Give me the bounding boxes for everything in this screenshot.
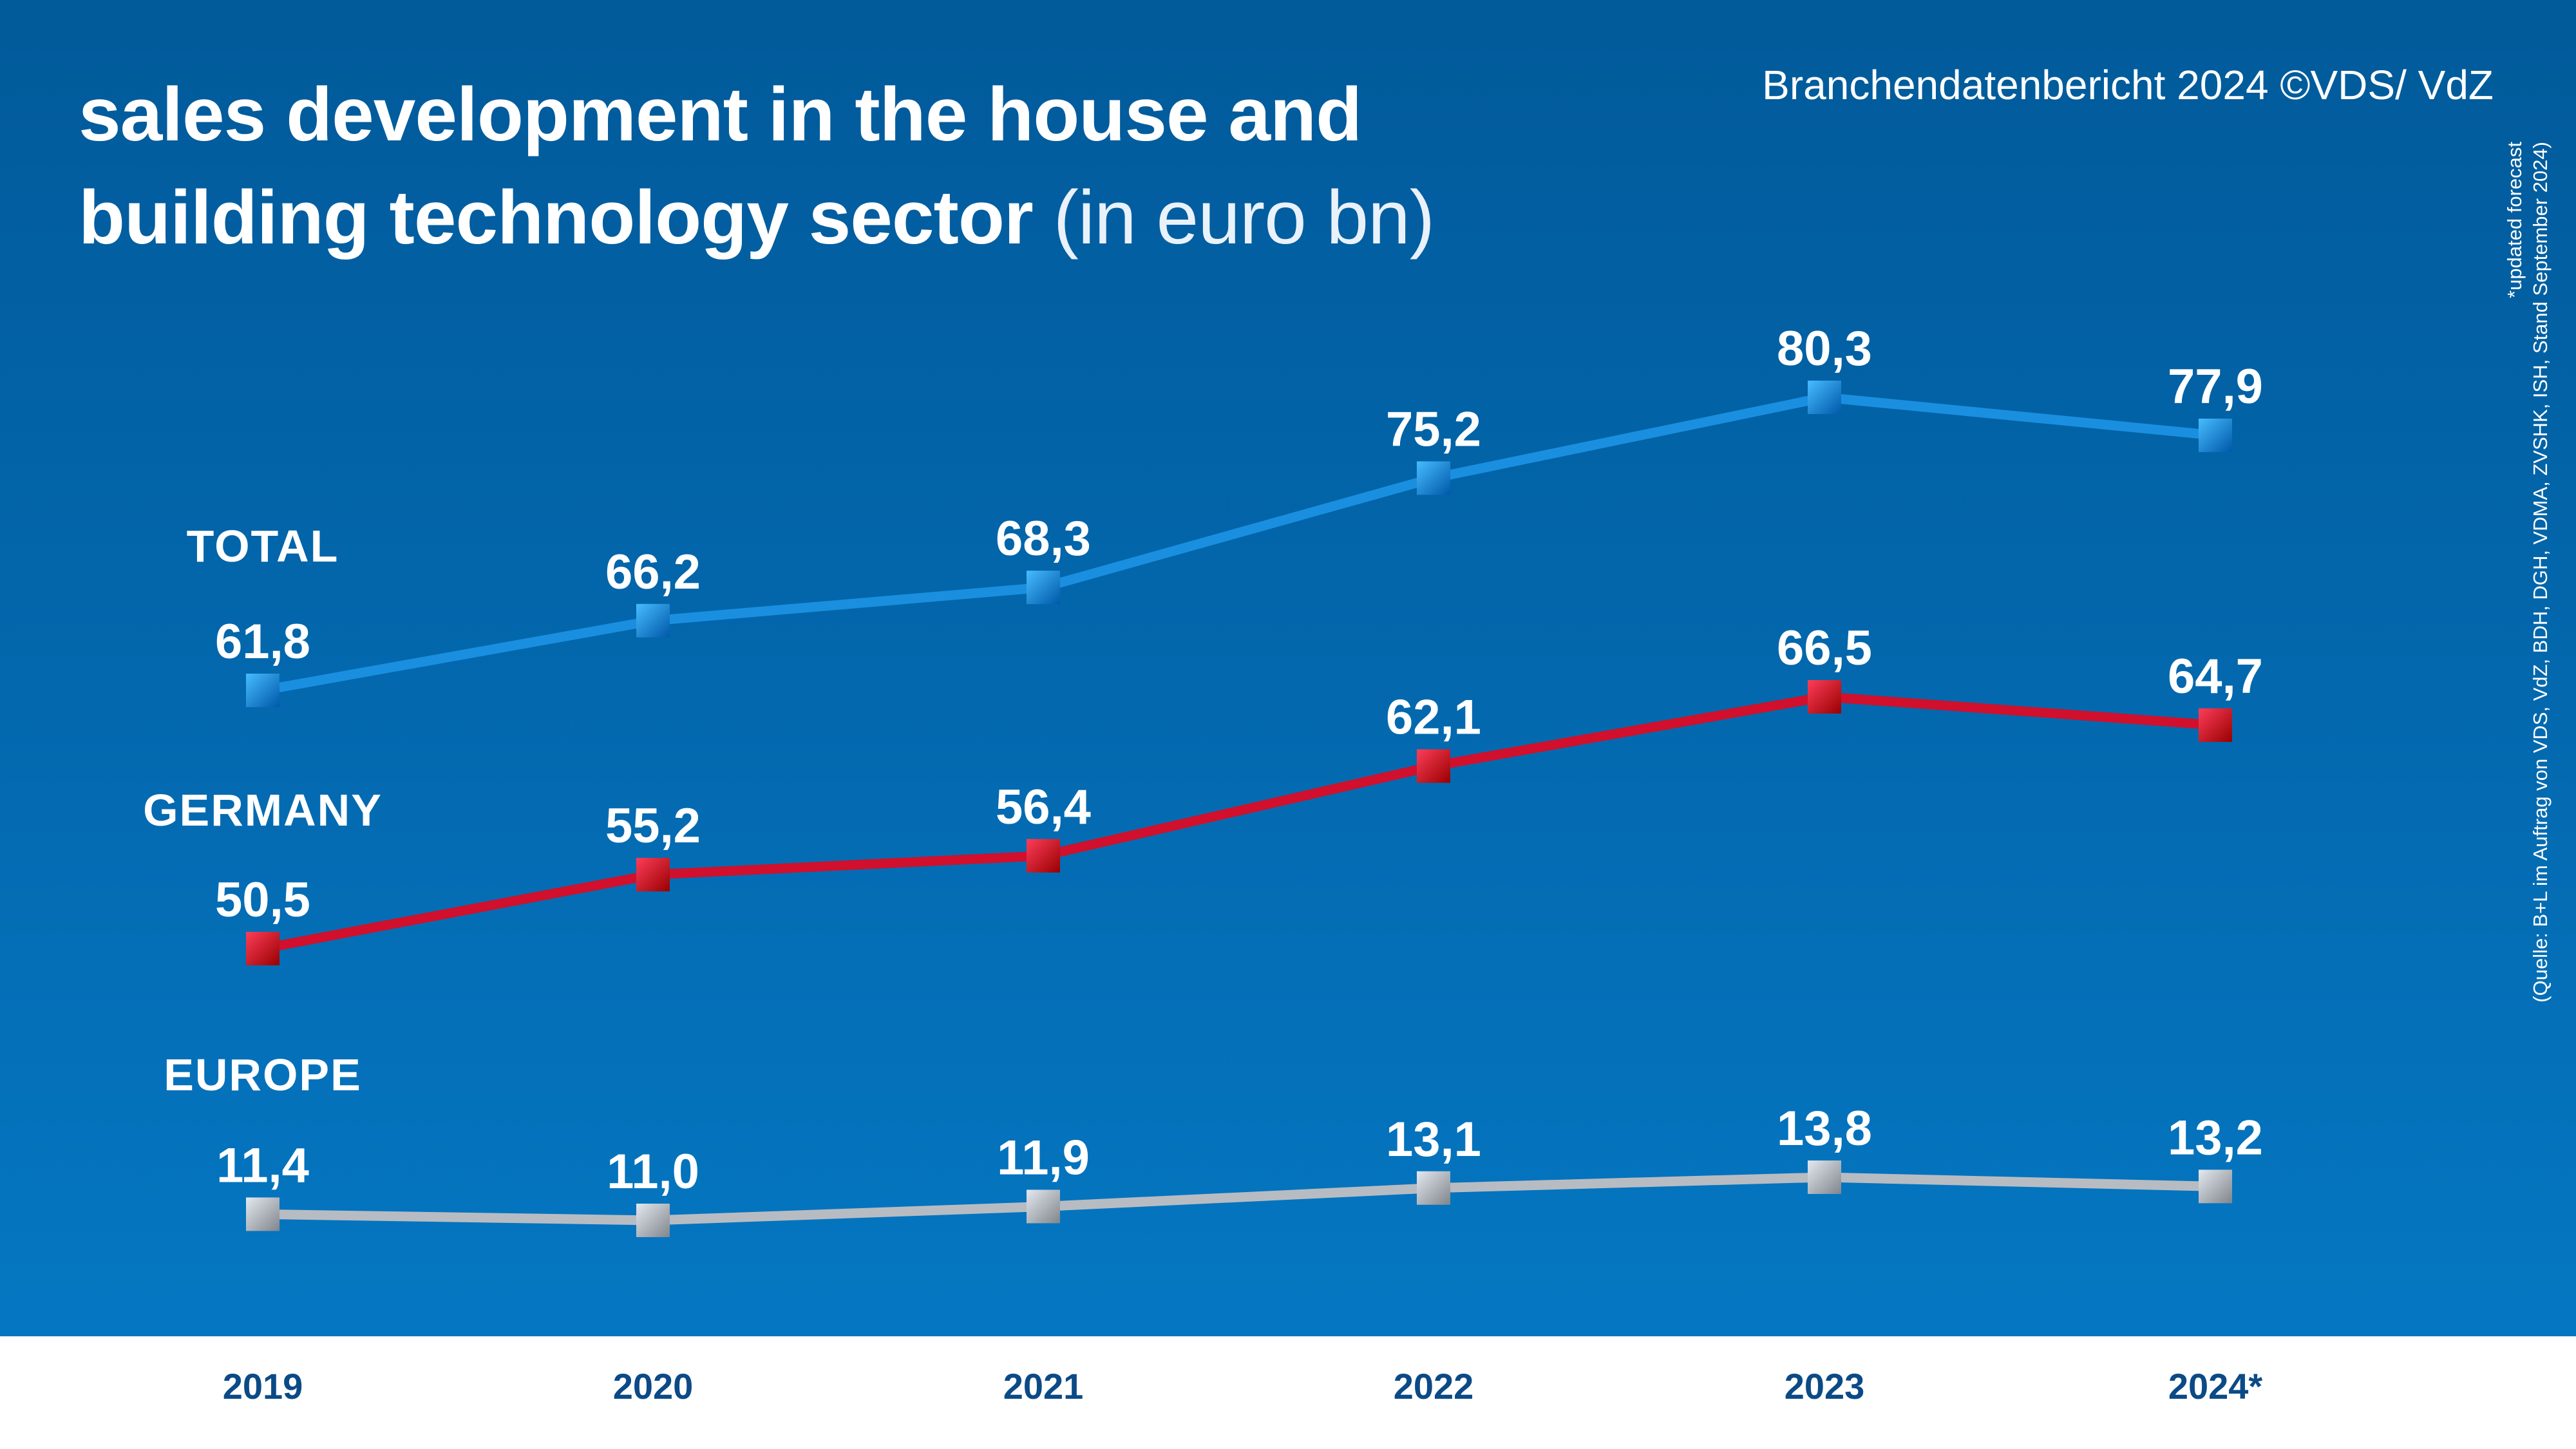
chart-title-text-2: building technology sector [79,175,1034,260]
series-line-germany [258,692,2221,954]
data-point-europe-2022 [1417,1171,1450,1205]
data-label-europe-2021: 11,9 [997,1130,1090,1185]
chart-title-text-1: sales development in the house and [79,72,1362,157]
data-label-total-2024: 77,9 [2168,359,2263,414]
data-point-total-2023 [1808,381,1841,414]
data-point-germany-2022 [1417,749,1450,783]
data-point-germany-2024 [2199,708,2232,742]
data-point-total-2021 [1027,571,1060,605]
report-credit: Branchendatenbericht 2024 ©VDS/ VdZ [1762,62,2494,108]
x-tick-label-2023: 2023 [1785,1366,1865,1406]
data-point-europe-2023 [1808,1160,1841,1194]
x-tick-label-2021: 2021 [1003,1366,1084,1406]
series-label-europe: EUROPE [164,1050,362,1100]
series-line-europe [258,1172,2221,1226]
chart-title-line-1: sales development in the house and [79,70,1362,160]
data-point-total-2022 [1417,461,1450,495]
chart-background-panel [0,0,2576,1336]
chart-unit-label: (in euro bn) [1053,175,1435,260]
data-label-germany-2022: 62,1 [1386,690,1481,745]
series-label-total: TOTAL [187,521,339,571]
data-label-total-2023: 80,3 [1777,321,1872,376]
series-line-total [258,392,2221,696]
data-label-total-2020: 66,2 [605,545,701,600]
data-point-germany-2023 [1808,680,1841,714]
data-label-europe-2019: 11,4 [216,1138,309,1193]
data-label-total-2019: 61,8 [215,614,310,669]
x-tick-label-2022: 2022 [1394,1366,1474,1406]
data-label-germany-2021: 56,4 [996,780,1091,835]
data-point-europe-2020 [636,1204,670,1237]
series-label-germany: GERMANY [143,785,383,835]
data-label-germany-2019: 50,5 [215,873,310,927]
x-tick-label-2019: 2019 [223,1366,303,1406]
x-tick-label-2020: 2020 [613,1366,694,1406]
data-point-total-2024 [2199,419,2232,453]
data-label-germany-2020: 55,2 [605,799,701,853]
data-point-germany-2019 [246,932,279,965]
data-label-total-2021: 68,3 [996,511,1091,566]
data-point-germany-2021 [1027,838,1060,873]
data-label-total-2022: 75,2 [1386,402,1481,457]
data-point-europe-2019 [246,1197,279,1231]
chart-title-line-2: building technology sector (in euro bn) [79,173,1435,263]
data-label-europe-2022: 13,1 [1386,1112,1481,1167]
data-point-germany-2020 [636,858,670,892]
data-label-europe-2020: 11,0 [607,1144,699,1199]
data-label-europe-2024: 13,2 [2168,1110,2263,1165]
data-point-total-2019 [246,674,279,707]
x-tick-label-2024: 2024* [2168,1366,2263,1406]
data-label-europe-2023: 13,8 [1777,1101,1872,1156]
data-label-germany-2023: 66,5 [1777,621,1872,676]
data-point-europe-2021 [1027,1189,1060,1224]
data-label-germany-2024: 64,7 [2168,649,2263,704]
data-point-total-2020 [636,603,670,638]
data-point-europe-2024 [2199,1170,2232,1204]
